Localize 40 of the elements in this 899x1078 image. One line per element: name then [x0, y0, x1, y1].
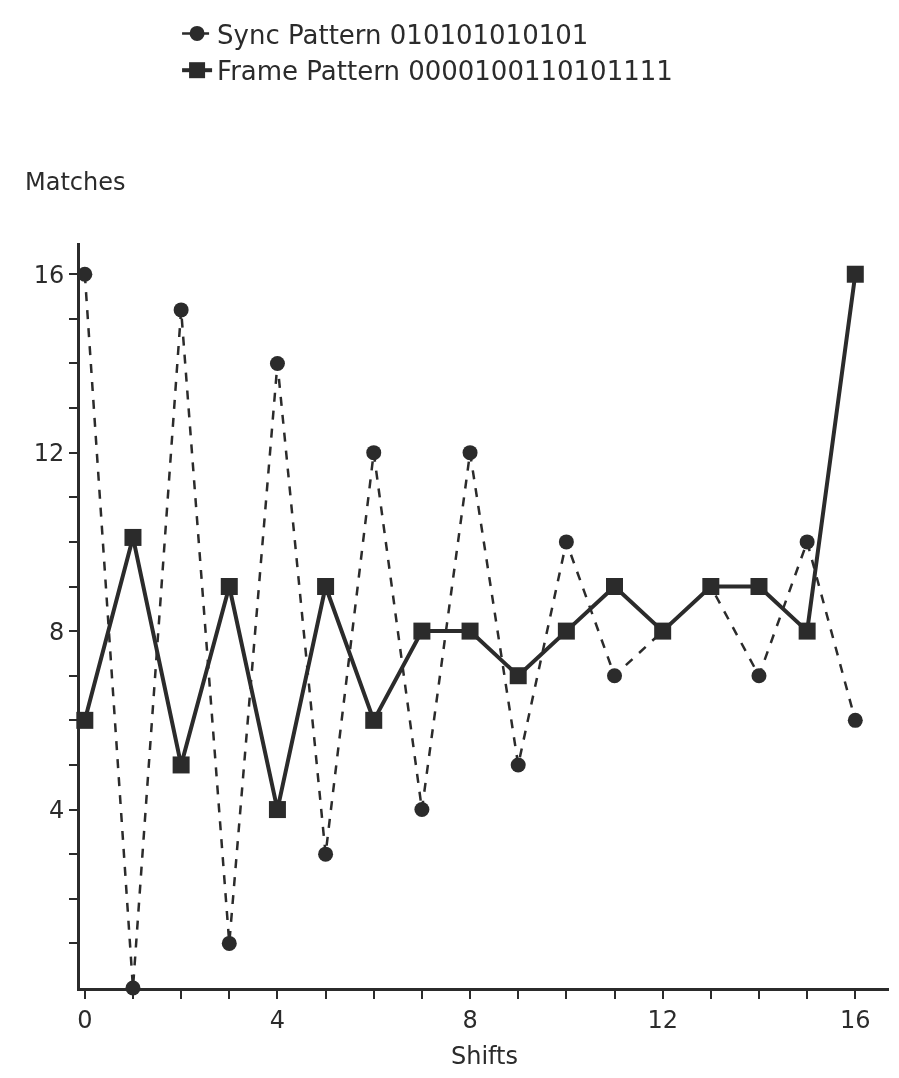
x-tick-label: 16: [840, 1005, 871, 1034]
x-tick-label: 0: [77, 1005, 93, 1034]
point: [798, 622, 816, 640]
x-axis-title: Shifts: [450, 1042, 519, 1071]
legend-label: Sync Pattern 010101010101: [217, 19, 589, 50]
point: [461, 622, 479, 640]
point: [558, 534, 574, 550]
point: [846, 265, 864, 283]
point: [413, 622, 431, 640]
point: [751, 668, 767, 684]
y-tick-label: 12: [33, 439, 65, 468]
legend-label: Frame Pattern 0000100110101111: [217, 56, 673, 87]
x-tick-label: 8: [462, 1005, 478, 1034]
point: [510, 757, 526, 773]
point: [557, 622, 575, 640]
y-tick-label: 8: [48, 617, 65, 646]
point: [750, 578, 768, 595]
point: [318, 846, 334, 862]
y-tick-label: 16: [33, 260, 65, 289]
x-tick-label: 4: [269, 1005, 286, 1034]
x-tick-label: 12: [647, 1005, 678, 1034]
point: [606, 578, 624, 595]
point: [173, 302, 189, 318]
point: [172, 756, 190, 774]
point: [414, 802, 430, 818]
point: [847, 712, 863, 728]
point: [268, 801, 286, 819]
point: [366, 445, 382, 461]
point: [509, 667, 527, 685]
point: [462, 445, 478, 461]
point: [799, 534, 815, 550]
y-tick-label: 4: [48, 795, 65, 824]
point: [124, 528, 142, 546]
point: [269, 355, 285, 371]
point: [365, 711, 383, 729]
point: [317, 578, 335, 595]
point: [221, 935, 237, 951]
point: [220, 578, 238, 595]
y-axis-title: Matches: [25, 168, 126, 196]
point: [607, 668, 623, 684]
